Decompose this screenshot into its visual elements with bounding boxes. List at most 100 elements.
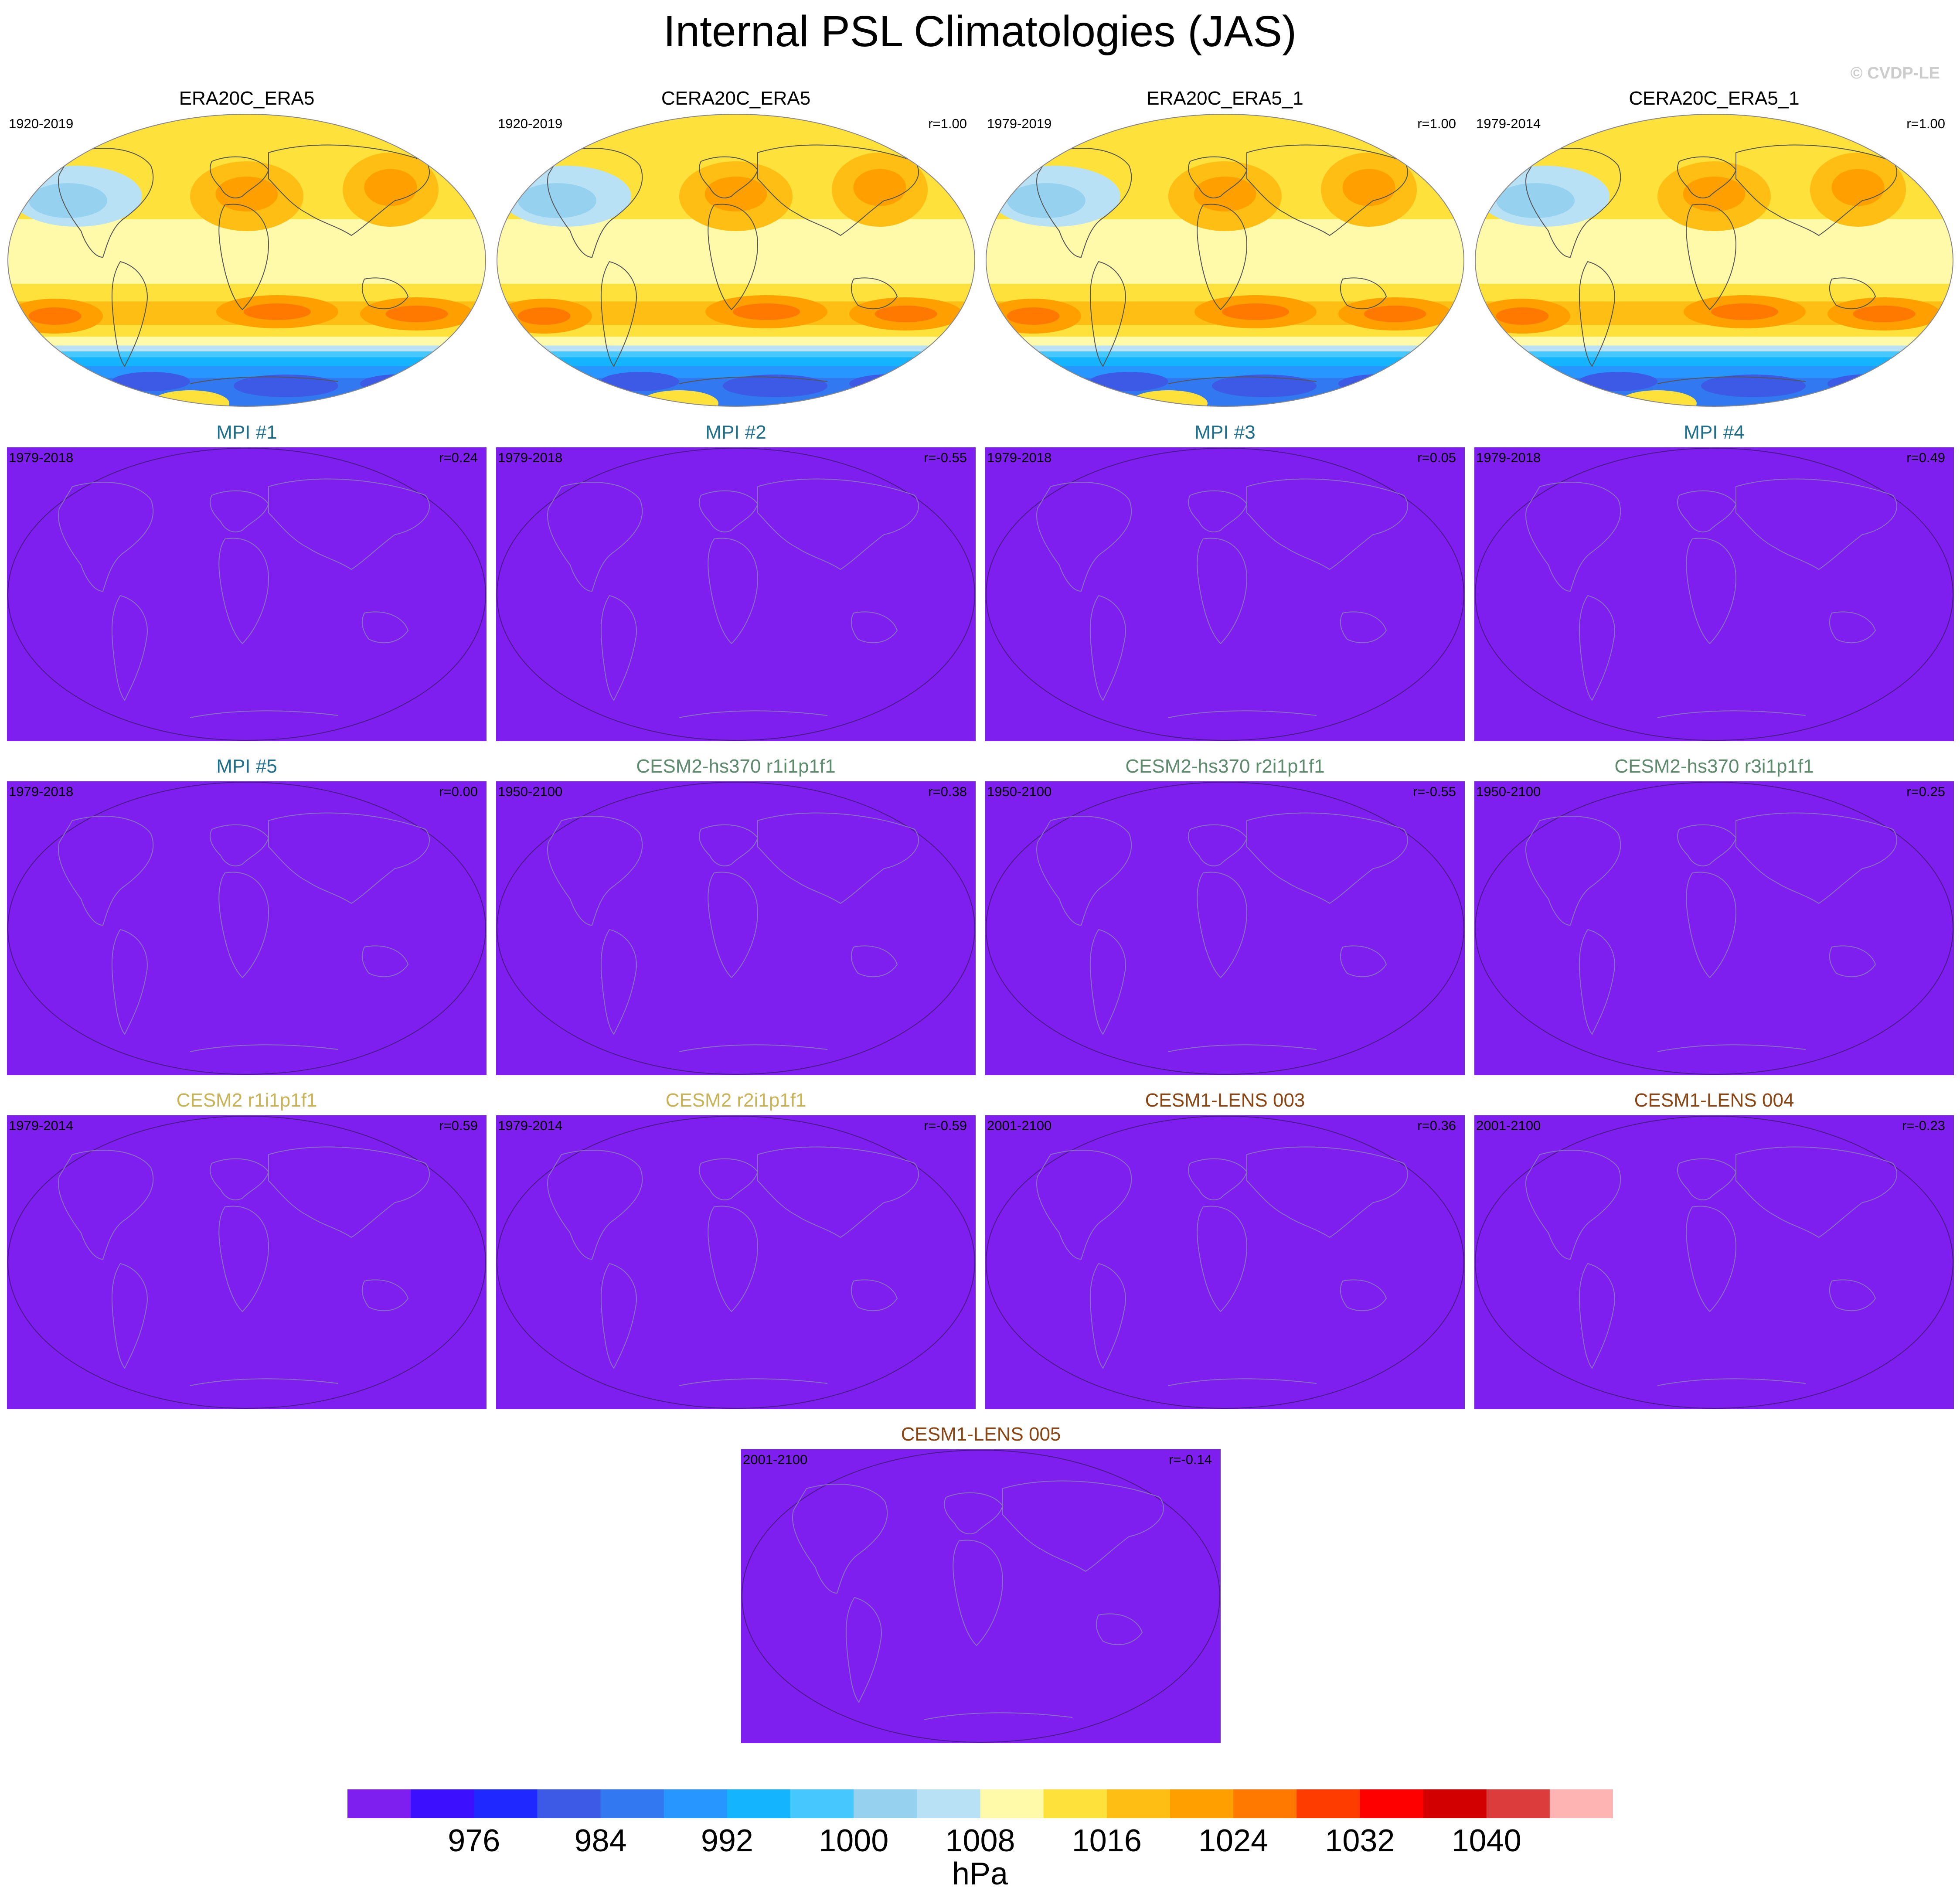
psl-band [986,366,1464,378]
panel-correlation: r=0.59 [439,1118,478,1133]
coastline [218,1206,269,1312]
low-pressure-core [518,183,596,218]
high-pressure-core [364,169,417,206]
coastline [851,1279,898,1312]
coastline [1340,1279,1387,1312]
coastline [1096,1613,1143,1645]
panel-title: CERA20C_ERA5_1 [1629,88,1800,109]
coastline [757,1146,919,1238]
coastline [1188,490,1248,532]
coastline [1246,144,1408,236]
coastline [111,1263,148,1369]
low-pressure-core [1496,183,1575,218]
psl-field [7,447,487,741]
panel-correlation: r=-0.14 [1168,1452,1212,1467]
psl-band [1475,337,1953,346]
coastline [1829,945,1876,978]
coastline [1735,144,1897,236]
map-outline [1475,782,1953,1075]
colorbar-tick-label: 992 [701,1823,753,1858]
map-outline [497,1116,975,1409]
high-pressure-core [1711,303,1778,320]
map-panel: CESM2-hs370 r2i1p1f1 1950-2100 r=-0.55 [985,755,1465,1095]
coastline [757,478,919,570]
coastline [361,1279,409,1312]
coastline [1340,945,1387,978]
panel-years: 1950-2100 [498,784,563,799]
coastline [1579,1263,1615,1369]
psl-band [8,351,486,358]
map-outline [742,1450,1220,1743]
panel-title: CESM1-LENS 004 [1634,1090,1794,1111]
low-pressure-cell [1701,375,1806,397]
map-outline [497,114,975,407]
coastline [190,710,339,718]
psl-band [986,337,1464,346]
map-outline [986,1116,1464,1409]
coastline [1168,1044,1317,1052]
coastline [268,1146,430,1238]
coastline [1686,872,1737,978]
map-panel: CESM1-LENS 004 2001-2100 r=-0.23 [1474,1089,1954,1429]
coastline [547,816,643,926]
colorbar-tick-label: 1032 [1325,1823,1395,1858]
panel-correlation: r=0.38 [928,784,967,799]
map-outline [986,448,1464,741]
colorbar-swatch [1170,1789,1234,1818]
psl-field [985,447,1465,741]
psl-field [496,781,976,1075]
psl-map [741,1449,1221,1743]
coastline [845,1597,882,1703]
colorbar-swatch [474,1789,538,1818]
coastline [1525,482,1621,592]
coastline [111,595,148,701]
coastline [679,710,828,718]
map-panel: CESM1-LENS 003 2001-2100 r=0.36 [985,1089,1465,1429]
psl-map [985,1115,1465,1409]
psl-map [1474,781,1954,1075]
coastline [1036,482,1132,592]
coastline [547,482,643,592]
psl-band [986,351,1464,358]
panel-correlation: r=-0.55 [923,450,967,465]
panel-years: 1950-2100 [1476,784,1541,799]
colorbar-tick-label: 1040 [1451,1823,1521,1858]
panel-title: CESM2 r1i1p1f1 [176,1090,317,1111]
coastline [1197,538,1248,644]
map-outline [7,782,486,1075]
coastline [699,824,759,866]
psl-field [1474,1115,1954,1409]
coastline [600,595,637,701]
coastline [1677,1158,1737,1200]
psl-field [1474,447,1954,741]
coastline [757,812,919,904]
coastline [58,1150,154,1260]
colorbar-swatch [411,1789,474,1818]
coastline [268,144,430,236]
coastline [1036,1150,1132,1260]
low-pressure-cell [1212,375,1317,397]
psl-field [1474,781,1954,1075]
map-panel: CESM2 r2i1p1f1 1979-2014 r=-0.59 [496,1089,976,1429]
high-pressure-core [704,177,767,211]
coastline [600,929,637,1035]
high-pressure-core [875,306,937,322]
low-pressure-core [1007,183,1085,218]
coastline [708,1206,759,1312]
map-panel: CESM2 r1i1p1f1 1979-2014 r=0.59 [7,1089,487,1429]
map-panel: CESM1-LENS 005 2001-2100 r=-0.14 [741,1423,1221,1763]
coastline [1188,1158,1248,1200]
psl-map [7,447,487,741]
psl-band [1475,366,1953,378]
coastline [1089,929,1126,1035]
map-panel: ERA20C_ERA5_1 1979-2019 r=1.00 [985,87,1465,427]
map-outline [1475,448,1953,741]
coastline [218,204,269,310]
psl-band [986,357,1464,367]
coastline [1579,595,1615,701]
low-pressure-cell [234,375,338,397]
map-outline [986,114,1464,407]
psl-map [7,781,487,1075]
watermark: © CVDP-LE [1850,64,1940,82]
coastline [111,261,148,367]
